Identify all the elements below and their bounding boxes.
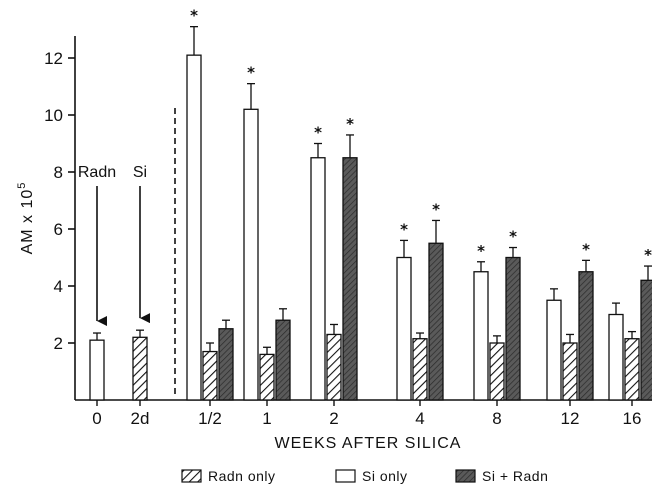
- bar: [428, 242, 444, 401]
- legend: Radn only Si only Si + Radn: [181, 468, 548, 484]
- bar: [326, 333, 342, 401]
- significance-star: *: [400, 220, 408, 238]
- significance-star: *: [432, 200, 440, 218]
- treatment-label: Si: [133, 164, 147, 181]
- bar: [342, 157, 358, 401]
- bar: [132, 336, 148, 401]
- y-axis-title: AM x 105: [16, 182, 36, 255]
- annotations: Radn Si: [78, 164, 150, 327]
- y-tick-label: 10: [44, 106, 63, 125]
- bar: [412, 338, 428, 401]
- bar: [473, 271, 489, 401]
- bar: [259, 353, 275, 401]
- y-tick-label: 2: [54, 334, 63, 353]
- bars: * * * * * * * * * *: [89, 7, 652, 401]
- significance-star: *: [190, 7, 198, 25]
- x-tick-label: 12: [561, 409, 580, 428]
- x-tick-label: 16: [623, 409, 642, 428]
- bar: [218, 328, 234, 401]
- significance-star: *: [247, 64, 255, 82]
- bar: [546, 299, 562, 401]
- y-tick-label: 8: [54, 163, 63, 182]
- legend-label: Si only: [362, 468, 408, 484]
- x-tick-label: 2d: [131, 409, 150, 428]
- bar: [608, 313, 624, 401]
- bar: [202, 350, 218, 401]
- bar: [396, 256, 412, 401]
- legend-label: Si + Radn: [482, 468, 548, 484]
- x-tick-label: 0: [92, 409, 101, 428]
- bar: [310, 157, 326, 401]
- bar: [186, 54, 202, 401]
- significance-star: *: [314, 124, 322, 142]
- legend-swatch: [181, 469, 202, 483]
- y-axis-title-exponent: 5: [16, 182, 28, 189]
- bar: [505, 256, 521, 401]
- bar: [562, 342, 578, 401]
- y-tick-label: 6: [54, 220, 63, 239]
- x-tick-label: 1/2: [198, 409, 222, 428]
- y-tick-label: 12: [44, 49, 63, 68]
- legend-swatch: [455, 469, 476, 483]
- significance-star: *: [477, 242, 485, 260]
- bar: [640, 279, 652, 401]
- bar: [89, 339, 105, 401]
- significance-star: *: [346, 115, 354, 133]
- bar: [275, 319, 291, 401]
- y-tick-label: 4: [54, 277, 63, 296]
- legend-label: Radn only: [208, 468, 276, 484]
- treatment-label: Radn: [78, 164, 116, 181]
- y-ticks: 2 4 6 8 10 12: [44, 49, 75, 353]
- bar: [578, 271, 594, 401]
- significance-star: *: [644, 246, 652, 264]
- bar: [624, 338, 640, 401]
- x-axis-title: WEEKS AFTER SILICA: [275, 435, 462, 452]
- significance-star: *: [509, 228, 517, 246]
- x-tick-label: 8: [492, 409, 501, 428]
- x-tick-label: 1: [262, 409, 271, 428]
- bar: [489, 342, 505, 401]
- x-tick-label: 2: [329, 409, 338, 428]
- x-ticks: 0 2d 1/2 1 2 4 8 12 16: [92, 400, 641, 428]
- significance-star: *: [582, 240, 590, 258]
- bar: [243, 108, 259, 401]
- x-tick-label: 4: [415, 409, 424, 428]
- legend-swatch: [335, 469, 356, 483]
